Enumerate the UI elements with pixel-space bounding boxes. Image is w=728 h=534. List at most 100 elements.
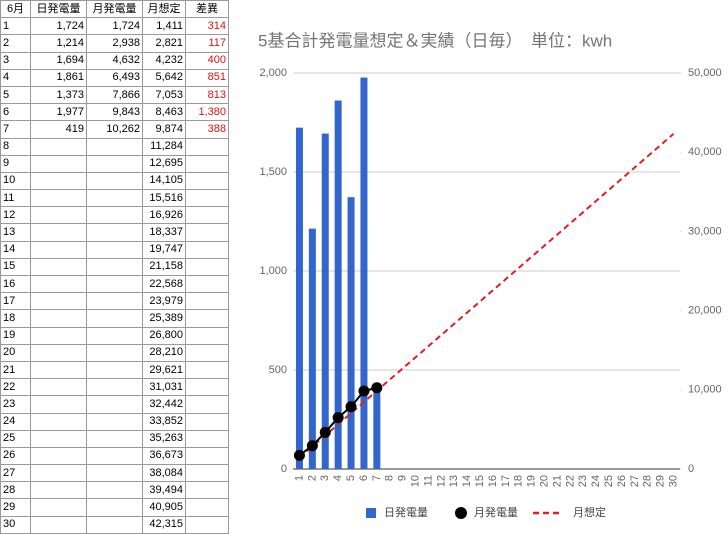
table-cell <box>30 274 87 294</box>
table-cell: 25 <box>0 429 31 448</box>
table-cell <box>30 223 87 242</box>
table-cell <box>185 378 229 397</box>
table-cell <box>86 171 143 191</box>
table-cell <box>30 206 87 225</box>
table-cell: 9,874 <box>142 120 186 139</box>
table-cell <box>185 515 229 534</box>
x-tick-label: 3 <box>319 475 331 481</box>
table-cell <box>30 137 87 156</box>
table-cell: 27 <box>0 464 31 483</box>
table-cell <box>86 360 143 380</box>
table-cell: 12 <box>0 206 31 225</box>
table-cell: 1,411 <box>142 17 186 36</box>
table-cell: 7,053 <box>142 85 186 105</box>
table-row: 21 29,621 <box>0 360 229 380</box>
table-cell: 117 <box>185 34 229 53</box>
x-tick-label: 25 <box>603 475 615 487</box>
chart-title: 5基合計発電量想定＆実績（日毎） 単位：kwh <box>258 31 612 50</box>
x-tick-label: 6 <box>358 475 370 481</box>
table-cell <box>185 343 229 362</box>
legend-label: 月想定 <box>573 505 606 519</box>
table-cell <box>185 257 229 277</box>
table-cell <box>185 429 229 448</box>
table-cell: 15,516 <box>142 189 186 208</box>
table-row: 6月 日発電量 月発電量 月想定 差異 <box>0 0 229 19</box>
table-cell: 33,852 <box>142 412 186 431</box>
table-cell <box>86 498 143 517</box>
table-cell: 18,337 <box>142 223 186 242</box>
table-cell: 差異 <box>185 0 229 19</box>
table-row: 7 419 10,262 9,874 388 <box>0 120 229 139</box>
table-row: 1 1,724 1,724 1,411 314 <box>0 17 229 36</box>
table-cell: 29 <box>0 498 31 517</box>
table-cell <box>30 257 87 277</box>
table-cell <box>30 326 87 345</box>
x-tick-label: 9 <box>397 475 409 481</box>
y2-tick-label: 10,000 <box>688 384 722 396</box>
table-cell: 851 <box>185 68 229 87</box>
table-cell: 月想定 <box>142 0 186 19</box>
table-cell <box>30 360 87 380</box>
table-cell <box>185 292 229 311</box>
spreadsheet: 6月 日発電量 月発電量 月想定 差異 1 1,724 1,724 1,411 314 2 1,214… <box>0 0 229 534</box>
table-row: 26 36,673 <box>0 446 229 466</box>
bar <box>373 386 381 469</box>
table-cell: 月発電量 <box>86 0 143 19</box>
table-cell: 22 <box>0 378 31 397</box>
table-cell: 4 <box>0 68 31 87</box>
table-cell: 1,977 <box>30 103 87 122</box>
table-cell: 4,232 <box>142 51 186 70</box>
table-row: 25 35,263 <box>0 429 229 448</box>
y-tick-label: 1,000 <box>259 265 287 277</box>
dashed-line <box>298 133 675 459</box>
line-marker <box>345 401 357 413</box>
legend-label: 日発電量 <box>384 505 428 519</box>
table-cell: 3 <box>0 51 31 70</box>
table-cell: 13 <box>0 223 31 242</box>
table-cell <box>86 274 143 294</box>
table-cell: 40,905 <box>142 498 186 517</box>
table-cell: 388 <box>185 120 229 139</box>
table-row: 28 39,494 <box>0 481 229 500</box>
table-cell <box>86 395 143 414</box>
table-row: 15 21,158 <box>0 257 229 277</box>
table-cell <box>86 326 143 345</box>
table-cell: 6月 <box>0 0 31 19</box>
table-cell <box>86 464 143 483</box>
bar <box>347 197 355 469</box>
table-row: 18 25,389 <box>0 309 229 328</box>
table-cell: 19,747 <box>142 240 186 259</box>
y2-tick-label: 20,000 <box>688 305 722 317</box>
y-tick-label: 0 <box>281 463 287 475</box>
x-tick-label: 28 <box>642 475 654 487</box>
table-cell: 5 <box>0 85 31 105</box>
table-cell <box>185 240 229 259</box>
table-cell: 12,695 <box>142 154 186 173</box>
x-tick-label: 11 <box>422 475 434 486</box>
table-cell <box>30 309 87 328</box>
x-tick-label: 14 <box>461 475 473 487</box>
table-cell: 17 <box>0 292 31 311</box>
x-tick-label: 18 <box>513 475 525 487</box>
chart: 5基合計発電量想定＆実績（日毎） 単位：kwh 0 500 1,000 1,500 2,… <box>234 0 728 533</box>
line-marker <box>293 449 305 461</box>
table-cell <box>185 309 229 328</box>
table-row: 6 1,977 9,843 8,463 1,380 <box>0 103 229 122</box>
table-cell: 1,724 <box>86 17 143 36</box>
table-row: 20 28,210 <box>0 343 229 362</box>
table-cell: 1 <box>0 17 31 36</box>
table-cell: 7,866 <box>86 85 143 105</box>
table-cell: 30 <box>0 515 31 534</box>
table-cell: 39,494 <box>142 481 186 500</box>
table-cell <box>30 498 87 517</box>
y-tick-label: 2,000 <box>259 67 287 79</box>
table-cell: 15 <box>0 257 31 277</box>
table-cell <box>86 257 143 277</box>
bar <box>321 133 329 469</box>
table-cell <box>30 292 87 311</box>
x-tick-label: 2 <box>306 475 318 481</box>
table-cell: 5,642 <box>142 68 186 87</box>
table-row: 12 16,926 <box>0 206 229 225</box>
table-cell <box>185 137 229 156</box>
